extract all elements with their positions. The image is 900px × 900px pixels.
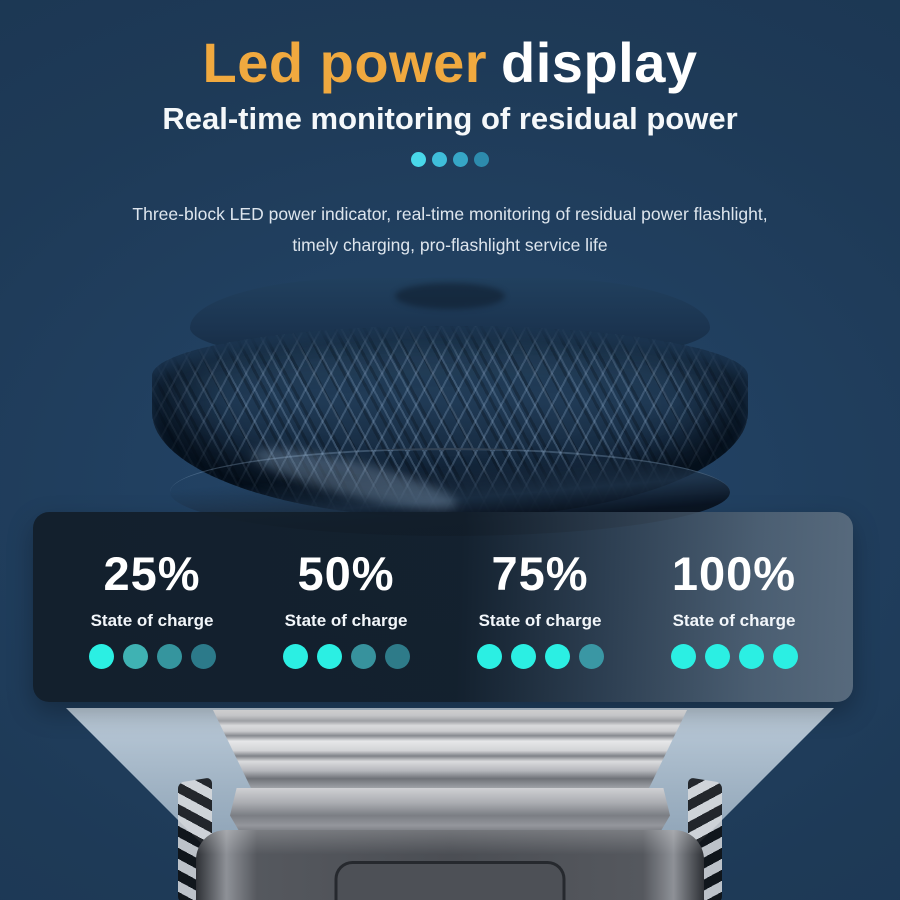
charge-dot-icon <box>476 644 502 670</box>
flashlight-neck-ring <box>230 788 670 838</box>
progress-dot-icon <box>453 152 468 167</box>
charge-state-100: 100% State of charge <box>670 545 798 670</box>
flashlight-lens-shadow <box>395 283 505 309</box>
flashlight-switch-plate <box>334 861 566 900</box>
page-title-rest: display <box>501 31 698 94</box>
charge-dot-icon <box>670 644 696 670</box>
charge-dot-icon <box>316 644 342 670</box>
charge-states-panel: 25% State of charge 50% State of charge … <box>33 512 853 702</box>
flashlight-neck <box>213 710 687 788</box>
charge-label: State of charge <box>284 611 408 631</box>
charge-dot-icon <box>156 644 182 670</box>
charge-dot-icon <box>190 644 216 670</box>
charge-percent: 75% <box>491 546 589 600</box>
progress-dot-icon <box>411 152 426 167</box>
charge-state-75: 75% State of charge <box>476 545 604 670</box>
charge-state-50: 50% State of charge <box>282 545 410 670</box>
charge-dots <box>670 644 798 670</box>
header-progress-dots <box>0 152 900 167</box>
charge-label: State of charge <box>672 611 796 631</box>
charge-label: State of charge <box>90 611 214 631</box>
charge-label: State of charge <box>478 611 602 631</box>
progress-dot-icon <box>432 152 447 167</box>
charge-dot-icon <box>578 644 604 670</box>
page-subtitle: Real-time monitoring of residual power <box>162 101 738 136</box>
description-line-2: timely charging, pro-flashlight service … <box>292 235 608 255</box>
charge-dots <box>476 644 604 670</box>
charge-dot-icon <box>384 644 410 670</box>
progress-dot-icon <box>474 152 489 167</box>
description-line-1: Three-block LED power indicator, real-ti… <box>132 204 768 224</box>
page-title: Led power display <box>0 30 900 95</box>
charge-percent: 100% <box>671 546 797 600</box>
charge-state-25: 25% State of charge <box>88 545 216 670</box>
flashlight-body <box>196 830 704 900</box>
charge-percent: 25% <box>103 546 201 600</box>
charge-dot-icon <box>350 644 376 670</box>
charge-dot-icon <box>704 644 730 670</box>
charge-dots <box>282 644 410 670</box>
page-title-accent: Led power <box>202 31 488 94</box>
description-text: Three-block LED power indicator, real-ti… <box>0 199 900 261</box>
charge-dot-icon <box>88 644 114 670</box>
charge-dot-icon <box>772 644 798 670</box>
charge-dots <box>88 644 216 670</box>
charge-dot-icon <box>122 644 148 670</box>
charge-dot-icon <box>544 644 570 670</box>
charge-dot-icon <box>738 644 764 670</box>
charge-dot-icon <box>282 644 308 670</box>
charge-percent: 50% <box>297 546 395 600</box>
charge-dot-icon <box>510 644 536 670</box>
